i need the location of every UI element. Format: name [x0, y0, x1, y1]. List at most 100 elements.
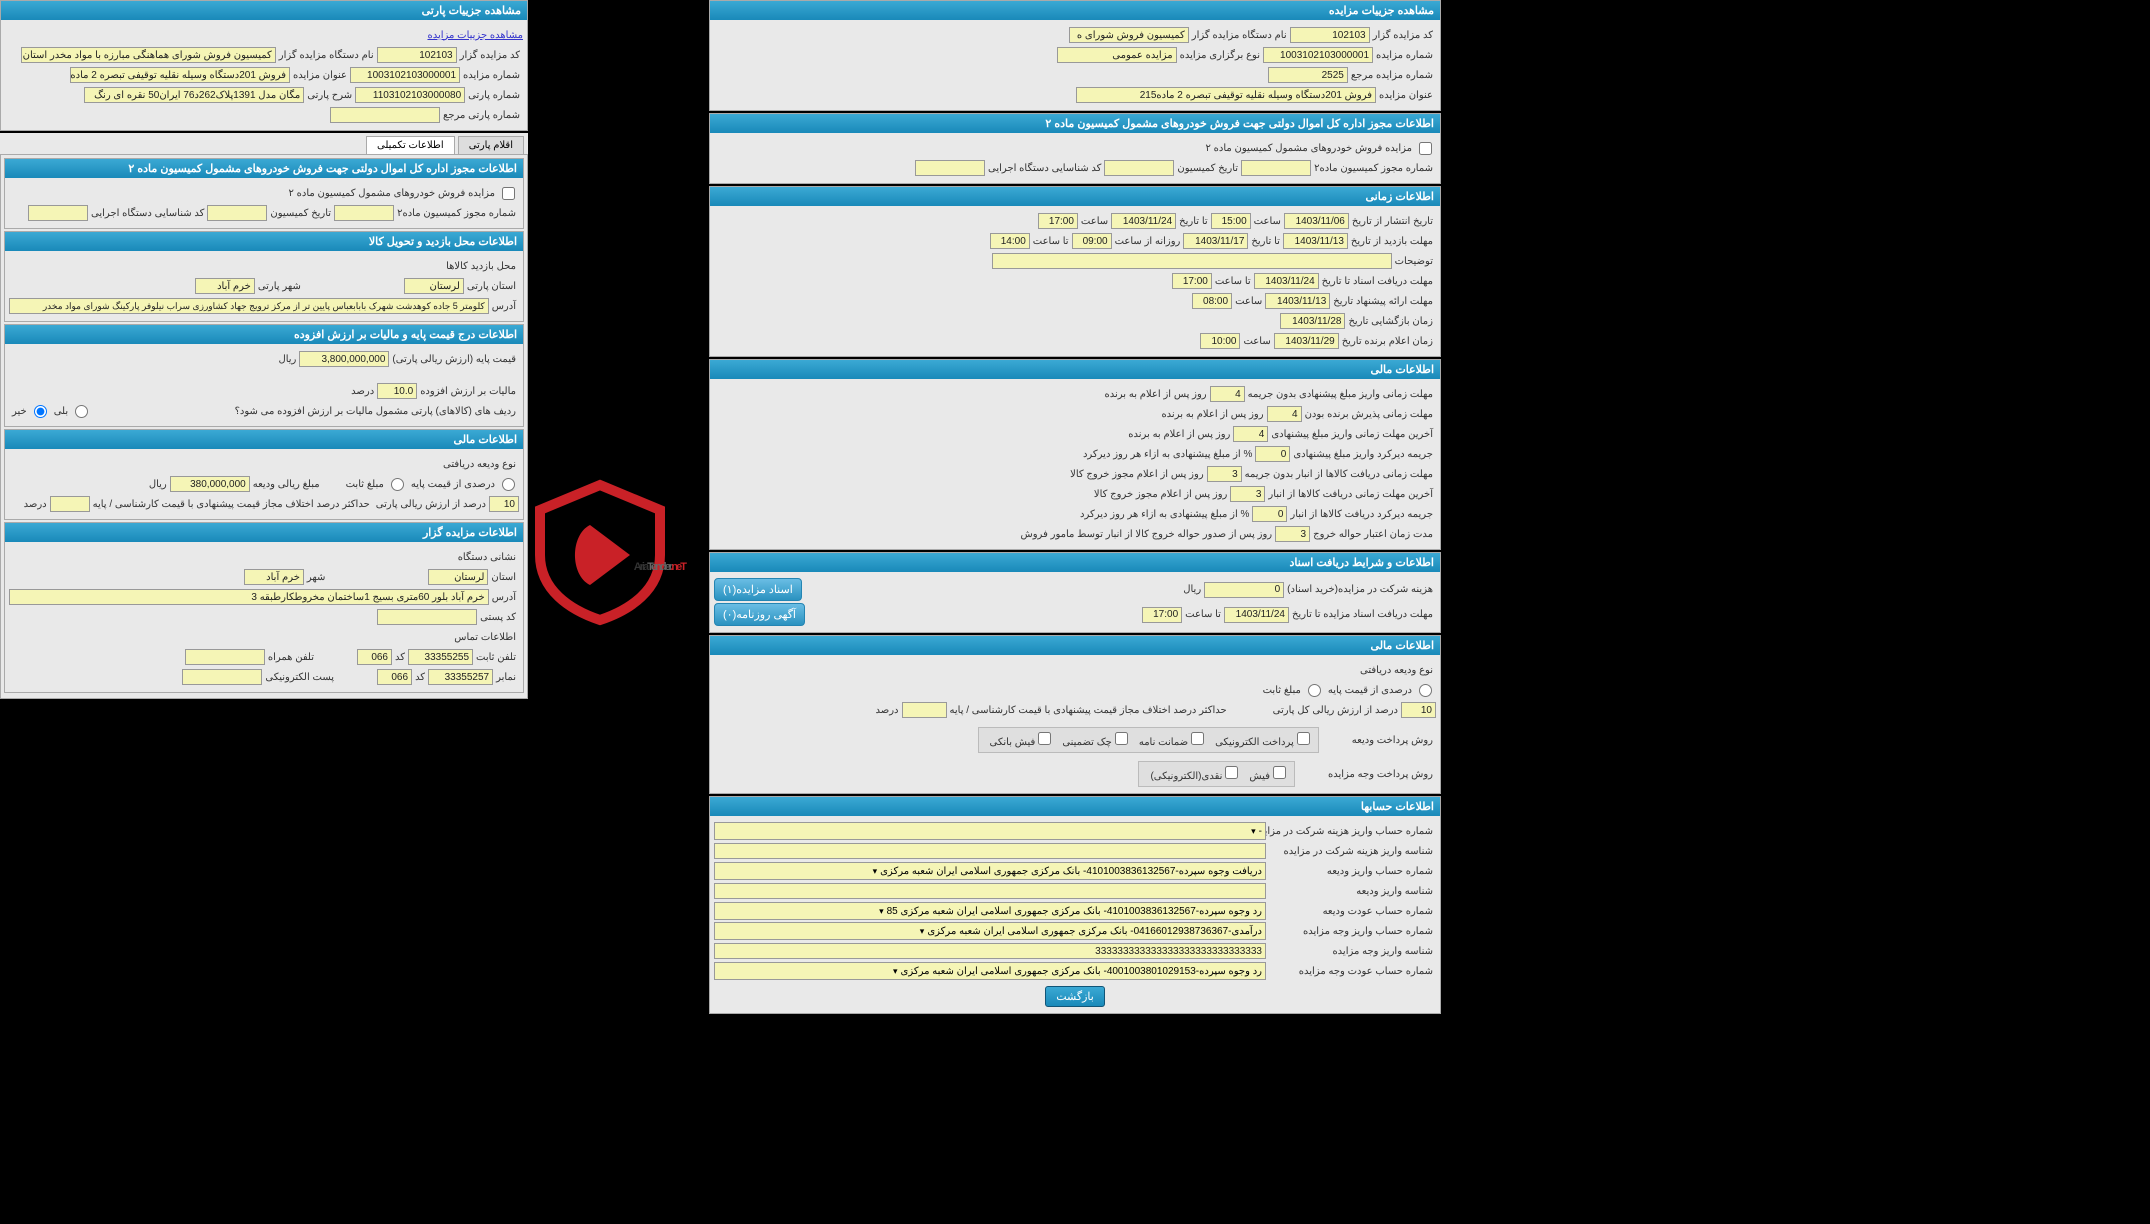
l-no: خیر [9, 406, 30, 417]
acc2-l: شناسه واریز هزینه شرکت در مزایده [1266, 846, 1436, 857]
back-button[interactable]: بازگشت [1045, 986, 1105, 1007]
l-max-v [50, 496, 90, 512]
l-vat-v: 10.0 [377, 383, 417, 399]
offer-t: 08:00 [1192, 293, 1232, 309]
l-vat-unit: درصد [348, 386, 377, 397]
pubfrom-l: تاریخ انتشار از تاریخ [1349, 216, 1436, 227]
l-fax-v: 33355257 [428, 669, 493, 685]
l-prov2-l: استان [488, 572, 519, 583]
l-pt-v: مگان مدل 1391پلاک262د76 ایران50 نقره ای … [84, 87, 304, 103]
opt3-chk[interactable] [1115, 732, 1128, 745]
permit-checkbox[interactable] [1419, 142, 1432, 155]
num-label: شماره مزایده [1373, 50, 1436, 61]
l-permit-chk[interactable] [502, 187, 515, 200]
l-pct-radio[interactable] [502, 478, 515, 491]
opt5-l: فیش [1246, 771, 1273, 782]
l-title-v: فروش 201دستگاه وسیله نقلیه توقیفی تبصره … [70, 67, 290, 83]
pubto-l: تا تاریخ [1176, 216, 1211, 227]
doc2-l: مهلت دریافت اسناد مزایده تا تاریخ [1289, 609, 1436, 620]
ref-value: 2525 [1268, 67, 1348, 83]
opt2-chk[interactable] [1191, 732, 1204, 745]
pubfrom-d: 1403/11/06 [1284, 213, 1349, 229]
l-fin-header: اطلاعات مالی [5, 430, 523, 449]
l-pr-l: شماره پارتی مرجع [440, 110, 523, 121]
opt1-chk[interactable] [1297, 732, 1310, 745]
cost-v: 0 [1204, 582, 1284, 598]
pubto-tl: ساعت [1078, 216, 1111, 227]
ref-label: شماره مزایده مرجع [1348, 70, 1436, 81]
party-details-header: مشاهده جزییات پارتی [1, 1, 527, 20]
l-p-v: 1103102103000080 [355, 87, 465, 103]
l-base-l: قیمت پایه (ارزش ریالی پارتی) [389, 354, 519, 365]
l-email-l: پست الکترونیکی [262, 672, 337, 683]
visitfrom-l: مهلت بازدید از تاریخ [1348, 236, 1436, 247]
fix-radio[interactable] [1308, 684, 1321, 697]
devcode-value [915, 160, 985, 176]
l-pn-v [334, 205, 394, 221]
doc-t: 17:00 [1172, 273, 1212, 289]
tab-party-items[interactable]: اقلام پارتی [458, 136, 524, 154]
pubfrom-tl: ساعت [1251, 216, 1284, 227]
fin2-header: اطلاعات مالی [710, 636, 1440, 655]
l-post-v [377, 609, 477, 625]
announce-tl: ساعت [1240, 336, 1273, 347]
max-v [902, 702, 947, 718]
l-pd-v [207, 205, 267, 221]
name-value: کمیسیون فروش شورای ه [1069, 27, 1189, 43]
permit-chk-label: مزایده فروش خودروهای مشمول کمیسیون ماده … [1202, 143, 1415, 154]
l-prov-l: استان پارتی [464, 281, 519, 292]
acc6-v[interactable]: درآمدی-04166012938736367- بانک مرکزی جمه… [714, 922, 1266, 940]
l-cod2-l: کد [412, 672, 428, 683]
acc4-v [714, 883, 1266, 899]
bid-tail: روز پس از اعلام به برنده [1158, 409, 1266, 420]
l-addr-l: آدرس [489, 301, 519, 312]
goods2-l: آخرین مهلت زمانی دریافت کالاها از انبار [1265, 489, 1436, 500]
l-num-v: 1003102103000001 [350, 67, 460, 83]
fin-header: اطلاعات مالی [710, 360, 1440, 379]
dep-l: نوع ودیعه دریافتی [1357, 665, 1436, 676]
l-cod-v: 066 [357, 649, 392, 665]
acc8-v[interactable]: رد وجوه سپرده-4001003801029153- بانک مرک… [714, 962, 1266, 980]
pubfrom-t: 15:00 [1211, 213, 1251, 229]
permno-label: شماره مجوز کمیسیون ماده۲ [1311, 163, 1436, 174]
cred-v: 3 [1275, 526, 1310, 542]
l-loc-header: اطلاعات محل بازدید و تحویل کالا [5, 232, 523, 251]
pct-radio[interactable] [1419, 684, 1432, 697]
auction-link[interactable]: مشاهده جزییات مزایده [427, 30, 523, 41]
watermark-logo: AriaTender.neT [520, 470, 1080, 630]
goods-v: 3 [1207, 466, 1242, 482]
acc1-v[interactable]: - [714, 822, 1266, 840]
offer-l: مهلت ارائه پیشنهاد تاریخ [1330, 296, 1436, 307]
acc3-l: شماره حساب واریز ودیعه [1266, 866, 1436, 877]
permdate-value [1104, 160, 1174, 176]
tab-extra-info[interactable]: اطلاعات تکمیلی [366, 136, 455, 154]
acc3-v[interactable]: دریافت وجوه سپرده-4101003836132567- بانک… [714, 862, 1266, 880]
acc5-v[interactable]: رد وجوه سپرده-4101003836132567- بانک مرک… [714, 902, 1266, 920]
l-yes-radio[interactable] [75, 405, 88, 418]
l-pct-tail: درصد از ارزش ریالی پارتی [373, 499, 489, 510]
auction-details-header: مشاهده جزییات مزایده [710, 1, 1440, 20]
l-fix-l: مبلغ ثابت [343, 479, 387, 490]
l-permit-header: اطلاعات مجوز اداره کل اموال دولتی جهت فر… [5, 159, 523, 178]
cost-l: هزینه شرکت در مزایده(خرید اسناد) [1284, 584, 1436, 595]
opt6-chk[interactable] [1225, 766, 1238, 779]
opt4-chk[interactable] [1038, 732, 1051, 745]
pct-tail: درصد از ارزش ریالی کل پارتی [1270, 705, 1401, 716]
l-city-v: خرم آباد [195, 278, 255, 294]
opt5-chk[interactable] [1273, 766, 1286, 779]
l-fix-radio[interactable] [391, 478, 404, 491]
l-code-v: 102103 [377, 47, 457, 63]
time-header: اطلاعات زمانی [710, 187, 1440, 206]
doc2-tl: تا ساعت [1182, 609, 1224, 620]
pen1-tail: % از مبلغ پیشنهادی به ازاء هر روز دیرکرد [1080, 449, 1255, 460]
daily-to-l: تا ساعت [1030, 236, 1072, 247]
l-no-radio[interactable] [34, 405, 47, 418]
l-pct-l: درصدی از قیمت پایه [408, 479, 498, 490]
open-l: زمان بازگشایی تاریخ [1345, 316, 1436, 327]
offer-d: 1403/11/13 [1265, 293, 1330, 309]
pen2-v: 0 [1252, 506, 1287, 522]
acc8-l: شماره حساب عودت وجه مزایده [1266, 966, 1436, 977]
l-num-l: شماره مزایده [460, 70, 523, 81]
pay-tail: روز پس از اعلام به برنده [1101, 389, 1209, 400]
num-value: 1003102103000001 [1263, 47, 1373, 63]
